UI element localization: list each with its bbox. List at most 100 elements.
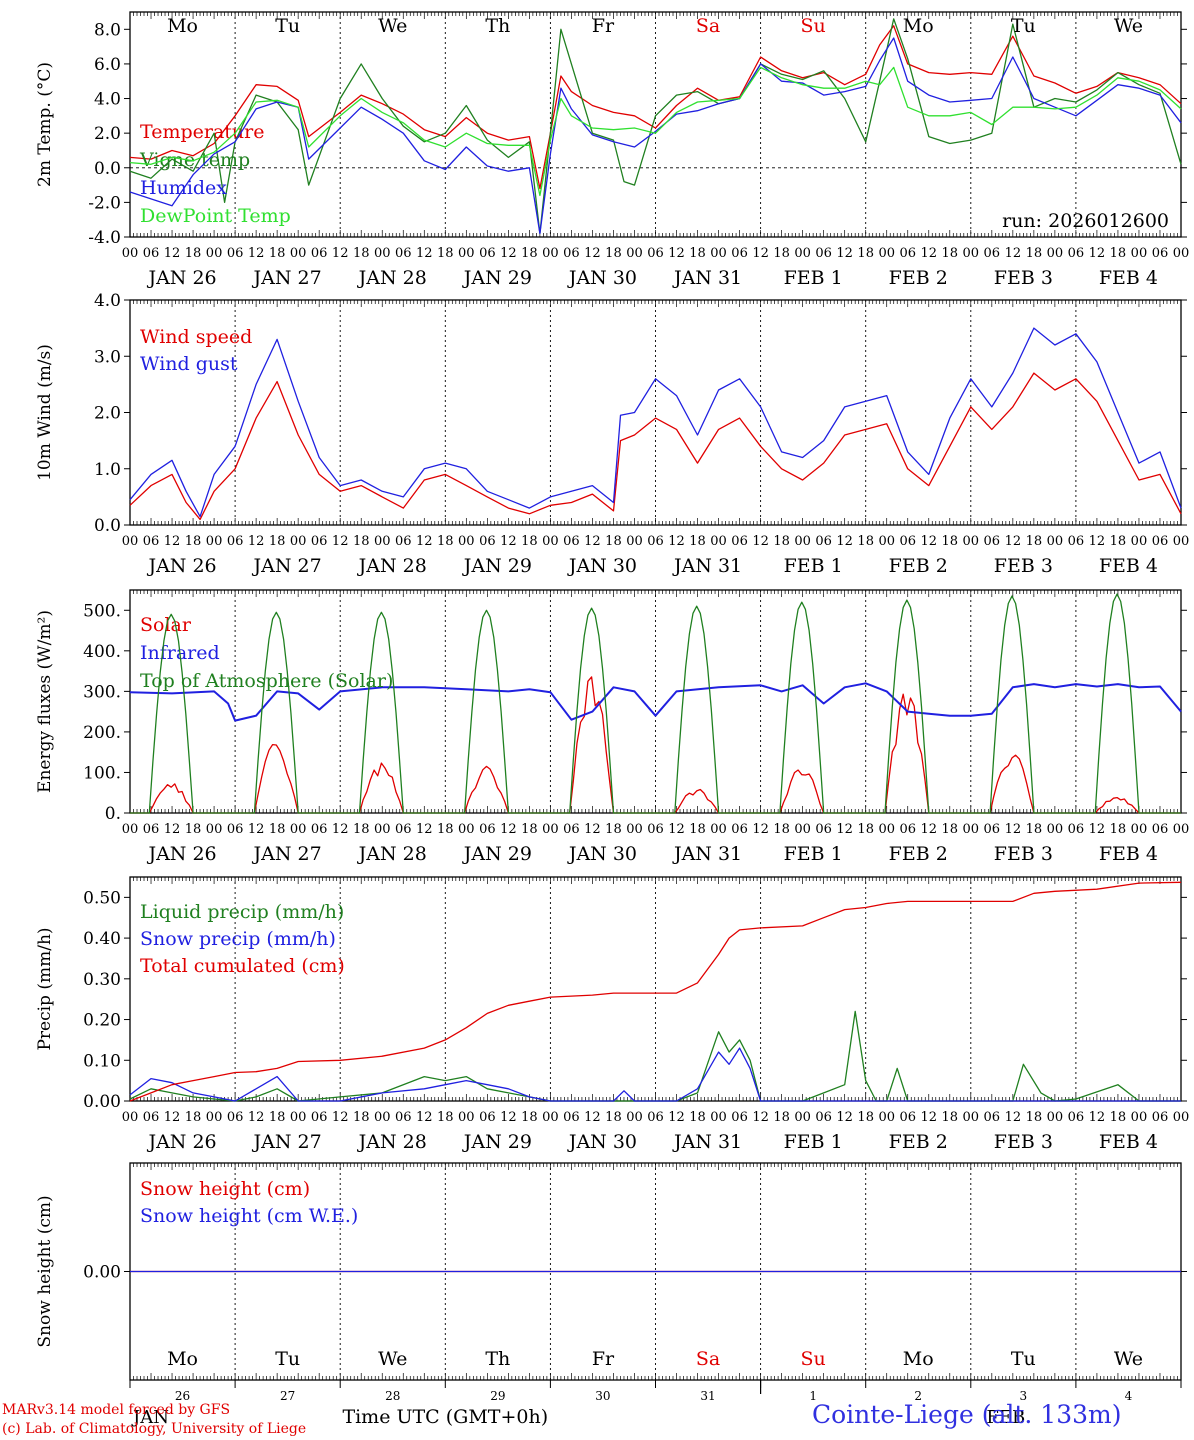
hour-label: 12 <box>836 246 853 261</box>
hour-label: 12 <box>752 246 769 261</box>
panel-precip: 0.00 0.10 0.20 0.30 0.40 0.50 Precip (mm/h) Liq… <box>35 876 1189 1153</box>
y-tick-label: 0. <box>105 804 121 824</box>
date-label: JAN 27 <box>252 843 322 865</box>
date-label: FEB 2 <box>889 843 948 865</box>
hour-label: 18 <box>689 1110 706 1125</box>
hour-label: 00 <box>963 246 980 261</box>
legend-wind-speed: Wind speed <box>140 326 252 348</box>
hour-label: 06 <box>984 822 1001 837</box>
y-tick-label: 0.0 <box>94 516 121 536</box>
date-label: FEB 1 <box>784 555 843 577</box>
hour-label: 18 <box>353 1110 370 1125</box>
hour-label: 18 <box>773 1110 790 1125</box>
hour-label: 18 <box>185 822 202 837</box>
date-label: FEB 4 <box>1099 1131 1158 1153</box>
hour-label: 00 <box>290 246 307 261</box>
hour-label: 00 <box>122 822 139 837</box>
hour-label: 00 <box>710 1110 727 1125</box>
hour-label: 12 <box>920 246 937 261</box>
hour-label: 12 <box>1089 822 1106 837</box>
y-tick-label: 8.0 <box>94 20 121 40</box>
y-tick-label: 2.0 <box>94 404 121 424</box>
hour-label: 00 <box>374 534 391 549</box>
hour-label: 06 <box>143 534 160 549</box>
legend-solar: Solar <box>140 614 192 636</box>
hour-label: 12 <box>836 534 853 549</box>
y-tick-label: 3.0 <box>94 347 121 367</box>
legend-liquid-precip-mm-h-: Liquid precip (mm/h) <box>140 901 344 923</box>
hour-label: 06 <box>563 534 580 549</box>
hour-label: 06 <box>1152 246 1169 261</box>
legend-top-of-atmosphere-solar-: Top of Atmosphere (Solar) <box>140 670 393 692</box>
hour-label: 18 <box>605 534 622 549</box>
series-line-snow-precip-mm-h- <box>129 1047 1181 1102</box>
hour-label: 18 <box>269 246 286 261</box>
date-label: FEB 4 <box>1099 555 1158 577</box>
date-label: FEB 2 <box>889 1131 948 1153</box>
hour-label: 00 <box>206 822 223 837</box>
hour-label: 18 <box>942 822 959 837</box>
weekday-label: Mo <box>167 15 198 37</box>
y-tick-label: 2.0 <box>94 124 121 144</box>
hour-label: 06 <box>479 822 496 837</box>
y-tick-label: 100. <box>83 763 121 783</box>
date-label: FEB 1 <box>784 267 843 289</box>
y-tick-label: 500. <box>83 601 121 621</box>
hour-label: 12 <box>164 534 181 549</box>
hour-label: 00 <box>458 822 475 837</box>
hour-label: 12 <box>668 534 685 549</box>
hour-label: 12 <box>1005 534 1022 549</box>
panel-wind: 0.0 1.0 2.0 3.0 4.0 10m Wind (m/s) Wind speed W… <box>35 291 1189 577</box>
hour-label: 18 <box>521 822 538 837</box>
hour-label: 06 <box>984 246 1001 261</box>
hour-label: 12 <box>752 534 769 549</box>
hour-label: 18 <box>605 822 622 837</box>
date-label: JAN 31 <box>672 843 742 865</box>
hour-label: 12 <box>500 822 517 837</box>
date-label: JAN 29 <box>462 555 532 577</box>
hour-label: 00 <box>710 534 727 549</box>
legend-dewpoint-temp: DewPoint Temp <box>140 205 291 227</box>
hour-label: 06 <box>479 246 496 261</box>
y-axis-title: Snow height (cm) <box>35 1195 55 1347</box>
series-line-solar <box>130 676 1181 814</box>
date-label: FEB 3 <box>994 555 1053 577</box>
hour-label: 06 <box>647 534 664 549</box>
hour-label: 12 <box>584 1110 601 1125</box>
hour-label: 06 <box>311 822 328 837</box>
hour-label: 06 <box>1068 534 1085 549</box>
hour-label: 18 <box>353 534 370 549</box>
series-line-vigne-temp <box>129 18 1182 235</box>
date-label: JAN 28 <box>357 1131 427 1153</box>
hour-label: 06 <box>984 534 1001 549</box>
hour-label: 00 <box>542 534 559 549</box>
hour-label: 18 <box>773 246 790 261</box>
y-axis-title: Energy fluxes (W/m²) <box>35 610 55 793</box>
hour-label: 12 <box>500 1110 517 1125</box>
hour-label: 00 <box>1131 534 1148 549</box>
hour-label: 18 <box>689 534 706 549</box>
y-tick-label: 300. <box>83 682 121 702</box>
y-tick-label: 0.00 <box>83 1092 121 1112</box>
hour-label: 06 <box>815 822 832 837</box>
series-line-infrared <box>129 682 1182 722</box>
y-tick-label: 200. <box>83 723 121 743</box>
hour-label: 06 <box>311 246 328 261</box>
day-number-label: 31 <box>700 1389 715 1403</box>
hour-label: 18 <box>521 246 538 261</box>
hour-label: 06 <box>227 1110 244 1125</box>
hour-label: 18 <box>857 822 874 837</box>
hour-label: 18 <box>353 822 370 837</box>
hour-label: 18 <box>185 534 202 549</box>
hour-label: 12 <box>836 822 853 837</box>
hour-label: 00 <box>794 1110 811 1125</box>
date-label: FEB 4 <box>1099 843 1158 865</box>
hour-label: 18 <box>773 822 790 837</box>
series-line-temperature <box>129 25 1182 190</box>
hour-label: 00 <box>626 822 643 837</box>
hour-label: 00 <box>206 246 223 261</box>
hour-label: 00 <box>794 534 811 549</box>
weekday-label: Fr <box>592 1348 615 1370</box>
hour-label: 00 <box>1131 246 1148 261</box>
y-tick-label: 0.0 <box>94 159 121 179</box>
